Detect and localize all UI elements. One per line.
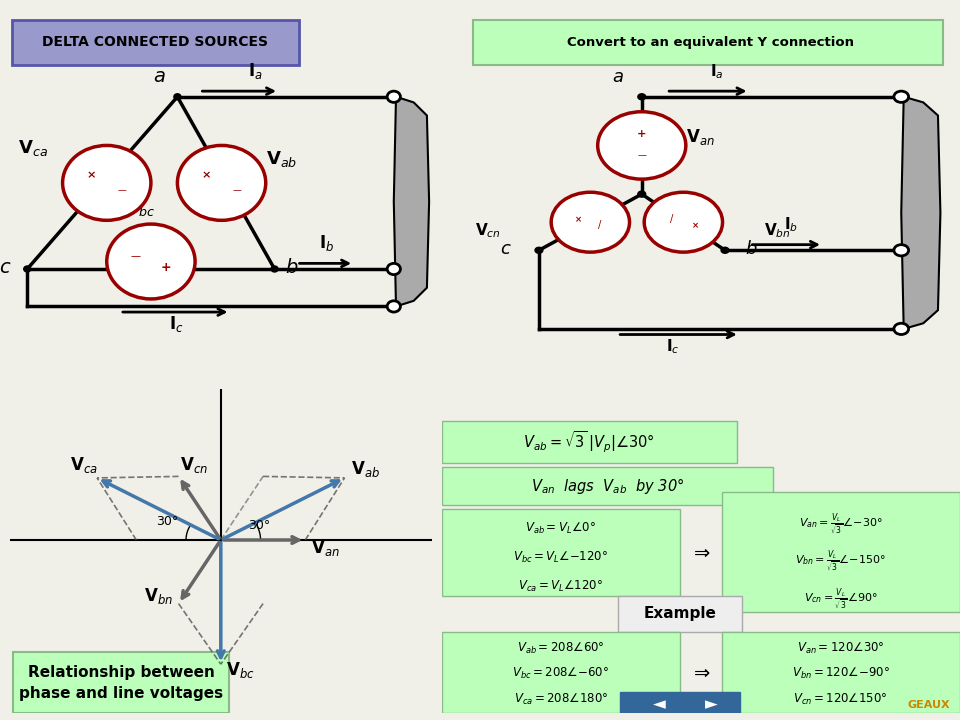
Circle shape — [178, 145, 266, 220]
Text: ×: × — [691, 221, 699, 230]
Circle shape — [387, 301, 400, 312]
Text: $b$: $b$ — [285, 258, 299, 276]
Text: $c$: $c$ — [500, 240, 512, 258]
Text: $\mathbf{I}_b$: $\mathbf{I}_b$ — [783, 216, 798, 235]
Circle shape — [894, 323, 908, 335]
Polygon shape — [394, 96, 429, 307]
Text: $V_{bn} = \frac{V_L}{\sqrt{3}}\angle{-150°}$: $V_{bn} = \frac{V_L}{\sqrt{3}}\angle{-15… — [795, 549, 886, 575]
Text: /: / — [670, 214, 673, 224]
Text: $\mathbf{V}_{ab}$: $\mathbf{V}_{ab}$ — [350, 459, 380, 479]
FancyBboxPatch shape — [442, 467, 774, 505]
Polygon shape — [901, 96, 941, 329]
FancyBboxPatch shape — [442, 508, 680, 596]
Text: $\mathbf{V}_{cn}$: $\mathbf{V}_{cn}$ — [180, 455, 207, 475]
Text: ►: ► — [705, 695, 717, 713]
Text: $\mathbf{V}_{cn}$: $\mathbf{V}_{cn}$ — [475, 221, 501, 240]
Text: $V_{ca} = V_L\angle 120°$: $V_{ca} = V_L\angle 120°$ — [518, 579, 603, 594]
Text: $\mathbf{V}_{an}$: $\mathbf{V}_{an}$ — [685, 127, 714, 147]
Text: +: + — [637, 129, 646, 139]
Text: Relationship between
phase and line voltages: Relationship between phase and line volt… — [19, 665, 224, 701]
Text: $\Rightarrow$: $\Rightarrow$ — [690, 543, 711, 562]
FancyBboxPatch shape — [13, 652, 229, 713]
Text: $\mathbf{V}_{ca}$: $\mathbf{V}_{ca}$ — [18, 138, 48, 158]
Text: ×: × — [86, 171, 96, 181]
Text: —: — — [232, 186, 241, 195]
Text: $\mathbf{V}_{ab}$: $\mathbf{V}_{ab}$ — [266, 149, 297, 169]
Text: $V_{cn} = 120\angle 150°$: $V_{cn} = 120\angle 150°$ — [793, 693, 888, 707]
Text: GEAUX: GEAUX — [907, 700, 949, 710]
Circle shape — [894, 245, 908, 256]
Text: ×: × — [202, 171, 211, 181]
Text: $V_{ab}=\sqrt{3}\,|V_p|\angle 30°$: $V_{ab}=\sqrt{3}\,|V_p|\angle 30°$ — [523, 430, 656, 455]
Text: $\mathbf{V}_{an}$: $\mathbf{V}_{an}$ — [311, 538, 340, 558]
Text: $\mathbf{V}_{bc}$: $\mathbf{V}_{bc}$ — [125, 198, 156, 218]
Text: $\Rightarrow$: $\Rightarrow$ — [690, 663, 711, 682]
Circle shape — [535, 247, 542, 253]
Text: $V_{an} = \frac{V_L}{\sqrt{3}}\angle{-30°}$: $V_{an} = \frac{V_L}{\sqrt{3}}\angle{-30… — [799, 512, 882, 538]
Circle shape — [387, 91, 400, 102]
Circle shape — [637, 94, 646, 100]
Circle shape — [62, 145, 151, 220]
Circle shape — [174, 94, 180, 100]
Circle shape — [551, 192, 630, 252]
FancyBboxPatch shape — [618, 596, 742, 632]
Text: $\mathbf{I}_a$: $\mathbf{I}_a$ — [248, 61, 263, 81]
Circle shape — [637, 191, 646, 197]
Text: —: — — [118, 186, 127, 195]
Text: Example: Example — [643, 606, 716, 621]
FancyBboxPatch shape — [442, 421, 737, 464]
Text: $\mathbf{I}_c$: $\mathbf{I}_c$ — [169, 314, 183, 334]
Text: $\mathbf{V}_{bc}$: $\mathbf{V}_{bc}$ — [226, 660, 254, 680]
FancyBboxPatch shape — [620, 692, 740, 716]
FancyBboxPatch shape — [473, 20, 943, 65]
Text: —: — — [131, 251, 140, 261]
Circle shape — [271, 266, 278, 272]
Text: $V_{ab} = 208\angle 60°$: $V_{ab} = 208\angle 60°$ — [517, 641, 605, 655]
Text: ◄: ◄ — [653, 695, 665, 713]
Text: $V_{ab} = V_L\angle 0°$: $V_{ab} = V_L\angle 0°$ — [525, 521, 596, 536]
Text: +: + — [161, 261, 172, 274]
Text: $\mathbf{I}_b$: $\mathbf{I}_b$ — [319, 233, 334, 253]
Text: DELTA CONNECTED SOURCES: DELTA CONNECTED SOURCES — [42, 35, 269, 50]
Text: $a$: $a$ — [154, 67, 166, 86]
Text: $V_{an} = 120\angle 30°$: $V_{an} = 120\angle 30°$ — [797, 641, 884, 655]
Text: $\mathbf{I}_c$: $\mathbf{I}_c$ — [666, 338, 680, 356]
Text: $V_{cn} = \frac{V_L}{\sqrt{3}}\angle 90°$: $V_{cn} = \frac{V_L}{\sqrt{3}}\angle 90°… — [804, 586, 877, 613]
FancyBboxPatch shape — [722, 632, 960, 713]
Text: $V_{an}$  lags  $V_{ab}$  by 30°: $V_{an}$ lags $V_{ab}$ by 30° — [531, 476, 684, 496]
Text: $c$: $c$ — [0, 258, 12, 276]
Circle shape — [24, 266, 31, 272]
Text: $V_{bn} = 120\angle{-90°}$: $V_{bn} = 120\angle{-90°}$ — [792, 667, 890, 681]
Text: 30°: 30° — [248, 519, 271, 532]
Circle shape — [598, 112, 685, 179]
Text: $V_{bc} = 208\angle{-60°}$: $V_{bc} = 208\angle{-60°}$ — [513, 667, 610, 681]
FancyBboxPatch shape — [722, 492, 960, 612]
Circle shape — [721, 247, 729, 253]
Text: 30°: 30° — [156, 515, 179, 528]
FancyBboxPatch shape — [442, 632, 680, 713]
Circle shape — [894, 91, 908, 102]
Text: Convert to an equivalent Y connection: Convert to an equivalent Y connection — [566, 36, 853, 49]
Text: $\mathbf{V}_{bn}$: $\mathbf{V}_{bn}$ — [764, 221, 791, 240]
Text: $a$: $a$ — [612, 68, 624, 86]
Circle shape — [644, 192, 723, 252]
FancyBboxPatch shape — [12, 20, 299, 65]
Text: $V_{ca} = 208\angle 180°$: $V_{ca} = 208\angle 180°$ — [514, 693, 608, 707]
Text: $V_{bc} = V_L\angle{-120°}$: $V_{bc} = V_L\angle{-120°}$ — [514, 550, 609, 564]
Text: —: — — [637, 151, 646, 160]
Text: $\mathbf{I}_a$: $\mathbf{I}_a$ — [710, 62, 724, 81]
Circle shape — [107, 224, 195, 299]
Text: $b$: $b$ — [745, 240, 757, 258]
Text: $\mathbf{V}_{bn}$: $\mathbf{V}_{bn}$ — [144, 587, 173, 606]
Text: ×: × — [575, 215, 582, 224]
Text: $\mathbf{V}_{ca}$: $\mathbf{V}_{ca}$ — [70, 455, 98, 475]
Text: /: / — [598, 220, 602, 230]
Circle shape — [387, 264, 400, 274]
